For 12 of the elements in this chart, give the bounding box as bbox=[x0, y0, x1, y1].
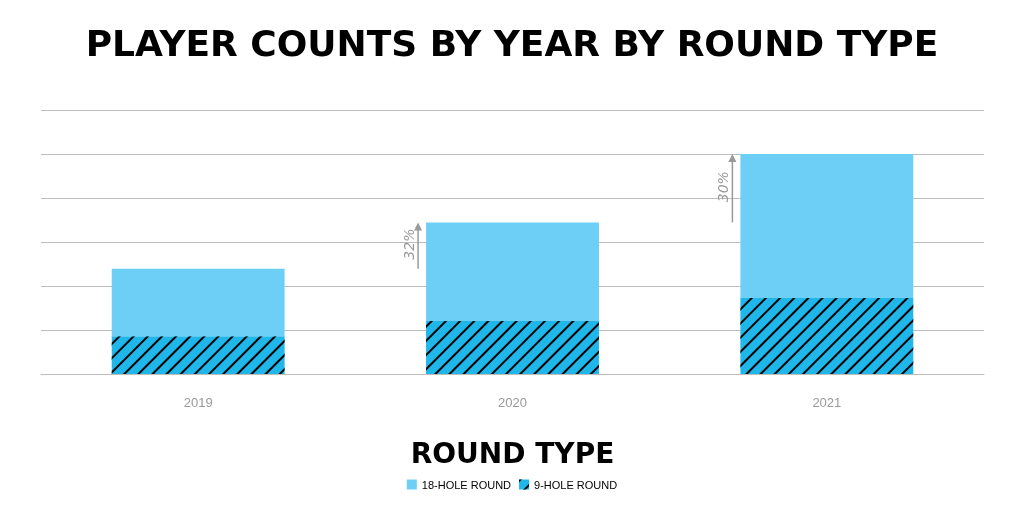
x-tick-label: 2021 bbox=[812, 395, 842, 410]
bar bbox=[740, 154, 914, 299]
bar bbox=[111, 268, 285, 337]
annotation: 30% bbox=[715, 171, 732, 203]
x-axis-title: ROUND TYPE bbox=[410, 436, 615, 470]
bar bbox=[426, 222, 599, 321]
legend-label: 9-HOLE ROUND bbox=[534, 478, 618, 491]
legend-label: 18-HOLE ROUND bbox=[421, 478, 512, 491]
annotation: 32% bbox=[401, 228, 418, 260]
x-tick-label: 2019 bbox=[183, 395, 213, 410]
x-tick-label: 2020 bbox=[498, 395, 527, 410]
chart-title: PLAYER COUNTS BY YEAR BY ROUND TYPE bbox=[85, 22, 939, 64]
